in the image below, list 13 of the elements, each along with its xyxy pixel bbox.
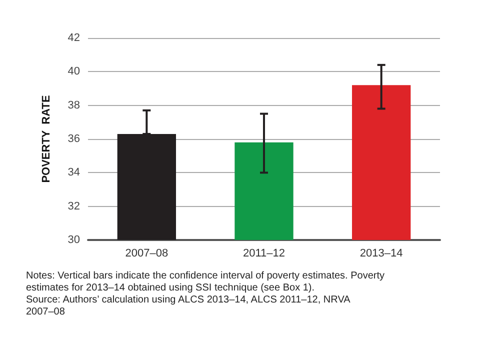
- x-tick-label: 2011–12: [242, 248, 286, 260]
- y-tick-label: 32: [68, 200, 80, 212]
- y-axis-title: POVERTY RATE: [40, 95, 52, 183]
- x-tick-label: 2013–14: [360, 248, 403, 260]
- x-tick-label: 2007–08: [125, 248, 168, 260]
- text: Notes: Vertical bars indicate the confidence interval of poverty estimates. Poverty estimates for 2013–14 obtained using SSI technique (see Box 1).: [26, 270, 388, 294]
- y-tick-label: 34: [68, 166, 80, 179]
- y-tick-label: 36: [68, 133, 80, 145]
- y-tick-label: 38: [68, 99, 80, 112]
- y-tick-label: 42: [68, 32, 80, 44]
- source-note: Source: Authors’ calculation using ALCS 2013–14, ALCS 2011–12, NRVA 2007–08: [26, 294, 353, 318]
- y-tick-label: 30: [68, 234, 80, 246]
- y-tick-label: 40: [68, 66, 80, 78]
